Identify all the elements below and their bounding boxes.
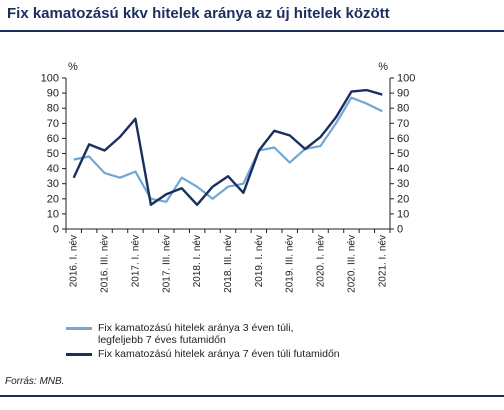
y-tick-label-right: 30 — [397, 178, 409, 190]
x-tick-label: 2016. III. név — [100, 235, 111, 293]
y-tick-label-left: 30 — [47, 178, 59, 190]
y-tick-label-left: 0 — [53, 224, 59, 236]
y-tick-label-left: 90 — [47, 88, 59, 100]
y-tick-label-left: 40 — [47, 163, 59, 175]
y-tick-label-right: 60 — [397, 133, 409, 145]
y-tick-label-left: 50 — [47, 148, 59, 160]
x-tick-label: 2020. I. név — [316, 235, 327, 287]
chart-title: Fix kamatozású kkv hitelek aránya az új … — [7, 5, 390, 22]
y-tick-label-right: 0 — [397, 224, 403, 236]
y-tick-label-left: 80 — [47, 103, 59, 115]
bottom-divider — [0, 395, 504, 397]
legend-label-over-7-years: Fix kamatozású hitelek aránya 7 éven túl… — [98, 348, 340, 360]
chart-legend: Fix kamatozású hitelek aránya 3 éven túl… — [66, 322, 340, 362]
x-tick-label: 2018. III. név — [223, 235, 234, 293]
y-tick-label-right: 70 — [397, 118, 409, 130]
source-note: Forrás: MNB. — [5, 376, 65, 387]
legend-item-over-7-years: Fix kamatozású hitelek aránya 7 éven túl… — [66, 348, 340, 360]
x-tick-label: 2019. III. név — [285, 235, 296, 293]
x-tick-label: 2019. I. név — [254, 235, 265, 287]
title-divider — [0, 30, 504, 32]
y-tick-label-left: 60 — [47, 133, 59, 145]
x-tick-label: 2017. I. név — [130, 235, 141, 287]
legend-label-3-7-years-line1: Fix kamatozású hitelek aránya 3 éven túl… — [98, 322, 294, 334]
y-tick-label-left: 10 — [47, 208, 59, 220]
series-line-over-7-years — [72, 88, 383, 207]
y-tick-label-left: 70 — [47, 118, 59, 130]
y-unit-left: % — [68, 61, 78, 73]
y-tick-label-right: 10 — [397, 208, 409, 220]
y-tick-label-right: 50 — [397, 148, 409, 160]
x-tick-label: 2016. I. név — [69, 235, 80, 287]
x-tick-label: 2017. III. név — [161, 235, 172, 293]
legend-swatch-light — [66, 327, 92, 330]
y-tick-label-right: 40 — [397, 163, 409, 175]
y-tick-label-right: 20 — [397, 193, 409, 205]
series-line-3-7-years — [73, 96, 383, 203]
legend-swatch-dark — [66, 353, 92, 356]
legend-label-3-7-years-line2: legfeljebb 7 éves futamidőn — [98, 334, 226, 346]
y-tick-label-right: 90 — [397, 88, 409, 100]
y-tick-label-left: 100 — [41, 73, 59, 85]
x-tick-label: 2020. III. név — [346, 235, 357, 293]
y-unit-right: % — [378, 61, 388, 73]
x-tick-label: 2021. I. név — [377, 235, 388, 287]
legend-item-3-7-years: Fix kamatozású hitelek aránya 3 éven túl… — [66, 322, 340, 346]
y-tick-label-right: 80 — [397, 103, 409, 115]
y-tick-label-left: 20 — [47, 193, 59, 205]
y-tick-label-right: 100 — [397, 73, 415, 85]
x-tick-label: 2018. I. név — [192, 235, 203, 287]
